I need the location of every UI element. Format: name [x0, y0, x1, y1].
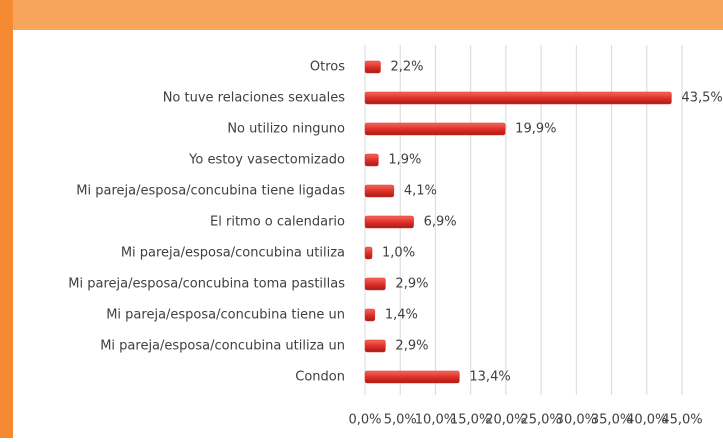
x-tick-label: 20,0% — [485, 413, 526, 428]
y-tick-label: Condon — [295, 370, 345, 385]
left-border — [0, 0, 13, 438]
bar — [364, 246, 373, 260]
bar — [364, 184, 395, 198]
y-tick-label: Mi pareja/esposa/concubina utiliza un — [100, 339, 345, 354]
y-tick-label: El ritmo o calendario — [210, 215, 345, 230]
value-label: 2,9% — [395, 339, 428, 354]
x-tick-label: 0,0% — [348, 413, 381, 428]
value-label: 13,4% — [469, 370, 510, 385]
y-tick-label: Mi pareja/esposa/concubina tiene ligadas — [76, 184, 345, 199]
x-tick-label: 40,0% — [626, 413, 667, 428]
x-tick-label: 5,0% — [384, 413, 417, 428]
x-tick-label: 25,0% — [520, 413, 561, 428]
y-tick-label: Mi pareja/esposa/concubina tiene un — [106, 308, 345, 323]
value-label: 43,5% — [681, 91, 722, 106]
bar — [364, 339, 386, 353]
value-label: 4,1% — [404, 184, 437, 199]
bar — [364, 60, 381, 74]
x-tick-label: 30,0% — [556, 413, 597, 428]
value-label: 19,9% — [515, 122, 556, 137]
value-label: 2,9% — [395, 277, 428, 292]
y-tick-label: No tuve relaciones sexuales — [163, 91, 346, 106]
value-label: 1,9% — [388, 153, 421, 168]
value-label: 2,2% — [390, 60, 423, 75]
x-tick-label: 45,0% — [661, 413, 702, 428]
y-tick-label: Otros — [310, 60, 345, 75]
bar — [364, 91, 672, 105]
value-label: 1,0% — [382, 246, 415, 261]
y-tick-label: Mi pareja/esposa/concubina toma pastilla… — [68, 277, 345, 292]
value-label: 1,4% — [385, 308, 418, 323]
y-tick-label: No utilizo ninguno — [227, 122, 345, 137]
x-tick-label: 35,0% — [591, 413, 632, 428]
y-tick-label: Mi pareja/esposa/concubina utiliza — [121, 246, 345, 261]
bar — [364, 215, 414, 229]
bar — [364, 153, 379, 167]
bar — [364, 308, 376, 322]
y-tick-label: Yo estoy vasectomizado — [188, 153, 345, 168]
top-border — [0, 0, 723, 30]
value-label: 6,9% — [424, 215, 457, 230]
x-tick-label: 15,0% — [450, 413, 491, 428]
bar — [364, 277, 386, 291]
x-tick-label: 10,0% — [415, 413, 456, 428]
bar — [364, 370, 460, 384]
bar — [364, 122, 506, 136]
